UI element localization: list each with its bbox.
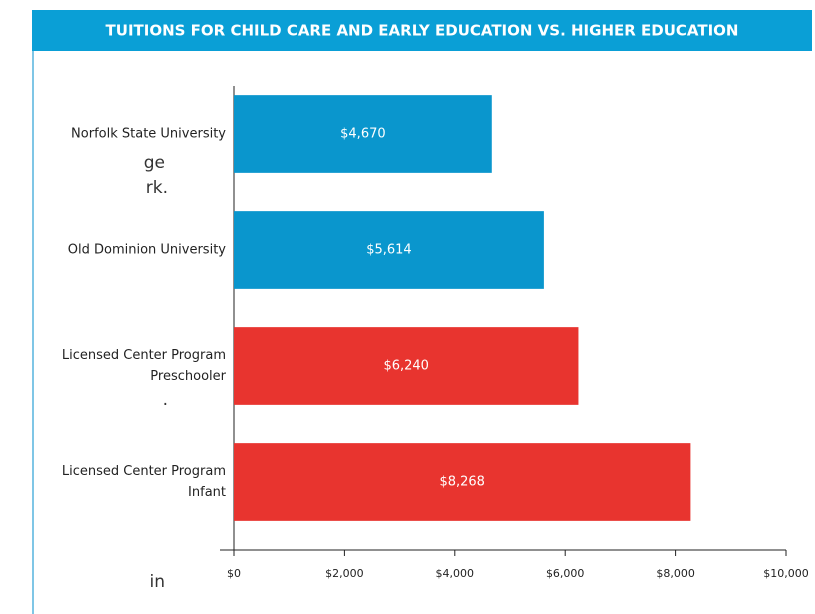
background-text: rk.: [146, 178, 168, 198]
value-label: $6,240: [383, 359, 429, 374]
x-tick-label: $2,000: [325, 567, 364, 580]
x-tick-label: $10,000: [763, 567, 809, 580]
bar: [234, 211, 544, 289]
y-tick-label: Norfolk State University: [71, 127, 226, 142]
bar: [234, 443, 691, 521]
value-label: $5,614: [366, 243, 412, 258]
background-text: ge: [144, 153, 165, 173]
x-tick-label: $0: [227, 567, 241, 580]
bar: [234, 95, 492, 173]
background-text: .: [163, 390, 168, 410]
x-tick-label: $6,000: [546, 567, 585, 580]
value-label: $4,670: [340, 127, 386, 142]
y-tick-label: Licensed Center Program: [62, 464, 226, 479]
y-tick-label: Preschooler: [150, 369, 226, 384]
chart-title: TUITIONS FOR CHILD CARE AND EARLY EDUCAT…: [106, 22, 739, 40]
value-label: $8,268: [439, 475, 485, 490]
y-tick-label: Old Dominion University: [68, 243, 227, 258]
header-bar: [32, 10, 812, 51]
y-tick-label: Infant: [188, 485, 226, 500]
x-tick-label: $8,000: [656, 567, 695, 580]
x-tick-label: $4,000: [436, 567, 475, 580]
bar: [234, 327, 579, 405]
y-tick-label: Licensed Center Program: [62, 348, 226, 363]
background-text: in: [150, 572, 166, 592]
